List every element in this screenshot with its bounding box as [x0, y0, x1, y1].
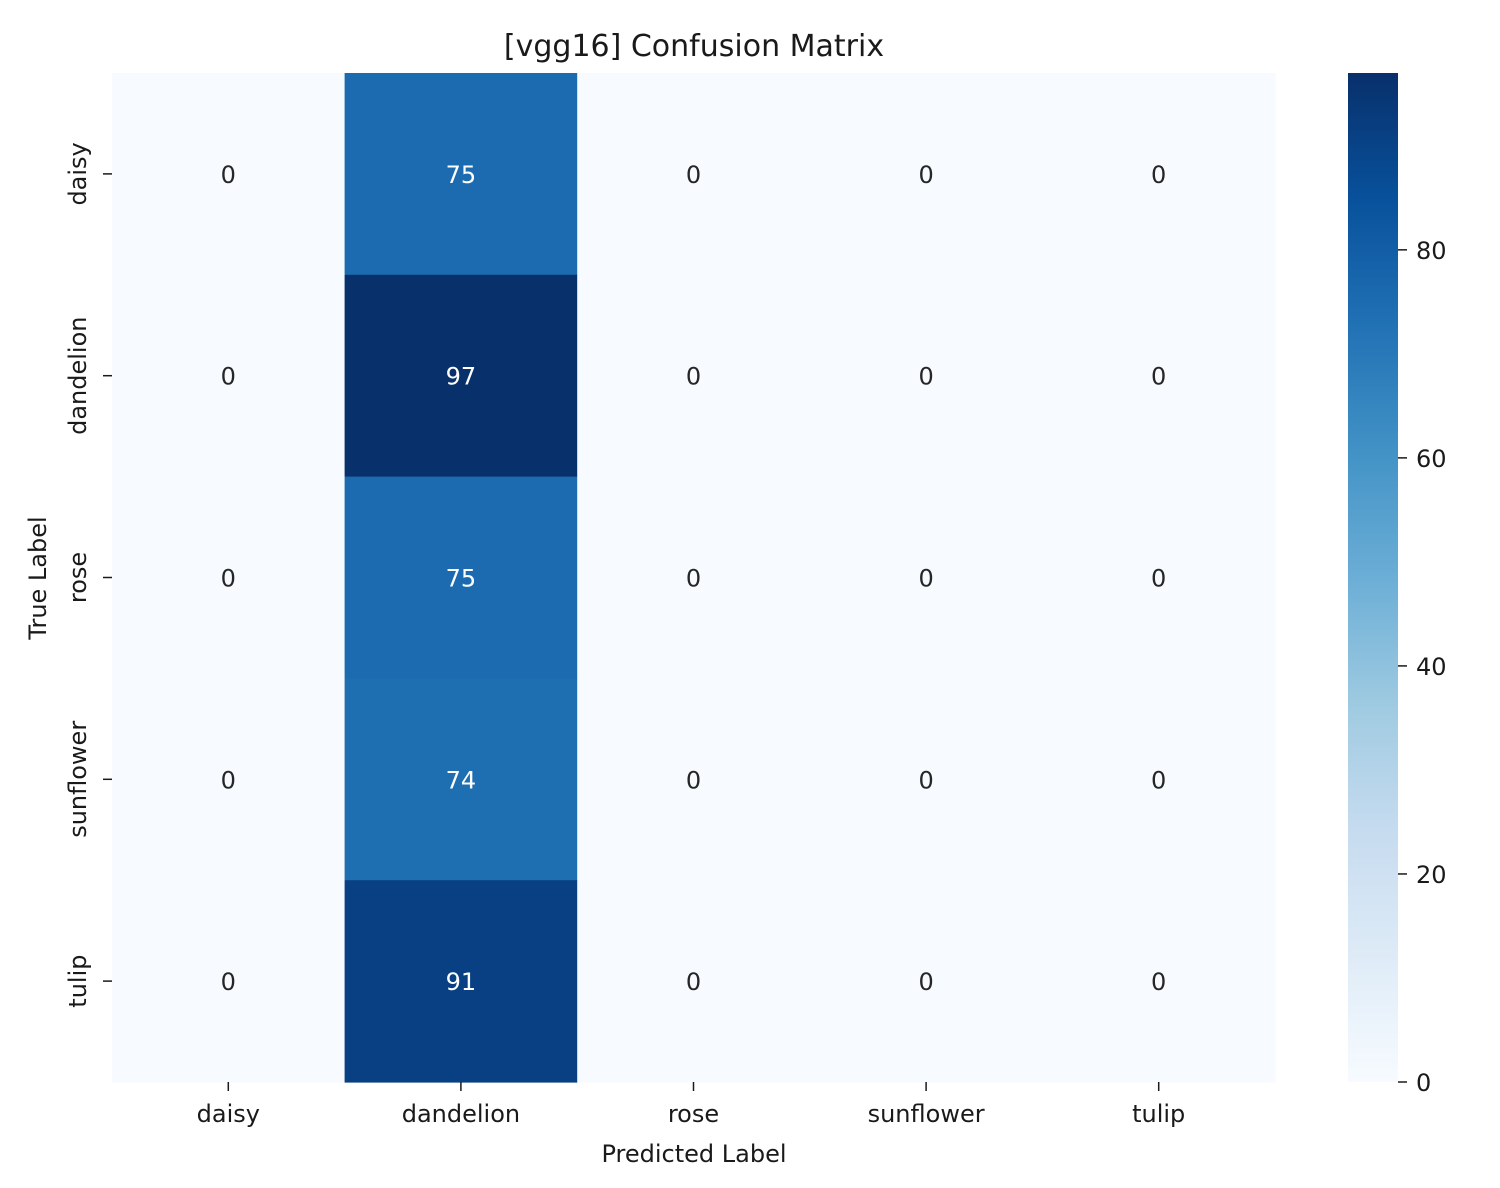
x-tick-label: rose — [668, 1100, 719, 1128]
heatmap-cell — [344, 476, 578, 679]
heatmap-cell — [809, 880, 1043, 1083]
y-tick-label: rose — [64, 552, 92, 603]
y-tick-label: tulip — [64, 954, 92, 1007]
cell-value-label: 0 — [686, 968, 701, 996]
cell-value-label: 0 — [918, 766, 933, 794]
heatmap-cell — [577, 476, 811, 679]
cell-value-label: 75 — [446, 565, 477, 593]
heatmap-cell — [577, 73, 811, 276]
heatmap-cell — [344, 678, 578, 881]
cell-value-label: 74 — [446, 766, 477, 794]
colorbar: 0 20 40 60 80 — [1348, 73, 1447, 1097]
cell-value-label: 0 — [221, 766, 236, 794]
cell-value-label: 91 — [446, 968, 477, 996]
heatmap-cell — [1042, 274, 1276, 478]
heatmap-cell — [1042, 476, 1276, 679]
heatmap-cell — [112, 678, 346, 881]
cell-value-label: 0 — [221, 161, 236, 189]
colorbar-gradient — [1348, 73, 1398, 1082]
cell-value-label: 97 — [446, 363, 477, 391]
cell-value-label: 75 — [446, 161, 477, 189]
y-tick-label: daisy — [64, 142, 92, 205]
x-axis-ticks: daisy dandelion rose sunflower tulip — [197, 1082, 1185, 1128]
cell-value-label: 0 — [686, 161, 701, 189]
heatmap-cell — [112, 274, 346, 478]
heatmap-cell — [344, 274, 578, 478]
cell-value-label: 0 — [1151, 968, 1166, 996]
heatmap-cell — [809, 678, 1043, 881]
cell-value-label: 0 — [1151, 766, 1166, 794]
heatmap-cell — [112, 880, 346, 1083]
cell-value-label: 0 — [1151, 363, 1166, 391]
colorbar-tick-label: 60 — [1416, 445, 1447, 473]
heatmap-cell — [809, 476, 1043, 679]
x-axis-label: Predicted Label — [601, 1140, 786, 1168]
heatmap-cell-labels: 0 75 0 0 0 0 97 0 0 0 0 75 0 0 0 0 74 0 0 0 0 91 0 0 0 — [221, 161, 1167, 996]
x-tick-label: dandelion — [402, 1100, 520, 1128]
colorbar-tick-label: 20 — [1416, 861, 1447, 889]
x-tick-label: tulip — [1132, 1100, 1185, 1128]
cell-value-label: 0 — [686, 363, 701, 391]
heatmap-cell — [344, 73, 578, 276]
cell-value-label: 0 — [1151, 565, 1166, 593]
heatmap-cell — [112, 476, 346, 679]
heatmap-cell — [577, 880, 811, 1083]
cell-value-label: 0 — [221, 968, 236, 996]
cell-value-label: 0 — [221, 363, 236, 391]
heatmap-cell — [577, 678, 811, 881]
cell-value-label: 0 — [918, 161, 933, 189]
cell-value-label: 0 — [1151, 161, 1166, 189]
cell-value-label: 0 — [918, 363, 933, 391]
colorbar-tick-label: 80 — [1416, 237, 1447, 265]
colorbar-tick-label: 40 — [1416, 653, 1447, 681]
chart-title: [vgg16] Confusion Matrix — [504, 29, 884, 64]
heatmap-cell — [1042, 73, 1276, 276]
y-tick-label: dandelion — [64, 317, 92, 435]
colorbar-ticks: 0 20 40 60 80 — [1398, 237, 1447, 1097]
colorbar-tick-label: 0 — [1416, 1069, 1431, 1097]
cell-value-label: 0 — [918, 968, 933, 996]
cell-value-label: 0 — [686, 565, 701, 593]
x-tick-label: daisy — [197, 1100, 260, 1128]
y-tick-label: sunflower — [64, 721, 92, 838]
cell-value-label: 0 — [221, 565, 236, 593]
cell-value-label: 0 — [918, 565, 933, 593]
cell-value-label: 0 — [686, 766, 701, 794]
heatmap-cell — [577, 274, 811, 478]
heatmap-cell — [1042, 678, 1276, 881]
y-axis-label: True Label — [24, 516, 52, 640]
y-axis-ticks: daisy dandelion rose sunflower tulip — [64, 142, 112, 1008]
heatmap-cell — [809, 274, 1043, 478]
heatmap-cells — [112, 73, 1276, 1083]
heatmap-cell — [809, 73, 1043, 276]
x-tick-label: sunflower — [868, 1100, 985, 1128]
heatmap-cell — [1042, 880, 1276, 1083]
heatmap-cell — [344, 880, 578, 1083]
heatmap-cell — [112, 73, 346, 276]
